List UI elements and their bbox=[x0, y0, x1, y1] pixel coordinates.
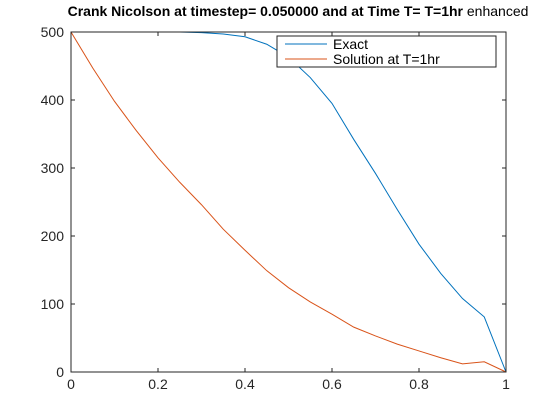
chart-title: Crank Nicolson at timestep= 0.050000 and… bbox=[68, 3, 529, 19]
y-tick-label: 200 bbox=[41, 228, 65, 244]
legend-box bbox=[276, 35, 497, 68]
x-tick-label: 0 bbox=[67, 376, 75, 392]
y-tick-label: 400 bbox=[41, 92, 65, 108]
y-tick-label: 500 bbox=[41, 24, 65, 40]
plot-background bbox=[71, 32, 506, 372]
axes-box bbox=[70, 31, 507, 373]
x-tick-label: 1 bbox=[502, 376, 510, 392]
chart-title-bold: Crank Nicolson at timestep= 0.050000 and… bbox=[68, 3, 464, 19]
series-line-solution bbox=[70, 31, 507, 373]
x-tick-label: 0.4 bbox=[235, 376, 255, 392]
x-tick-label: 0.2 bbox=[148, 376, 168, 392]
x-tick-label: 0.6 bbox=[322, 376, 342, 392]
y-tick-label: 0 bbox=[56, 364, 64, 380]
y-tick-label: 100 bbox=[41, 296, 65, 312]
legend-label-solution: Solution at T=1hr bbox=[333, 51, 440, 67]
x-tick-label: 0.8 bbox=[409, 376, 429, 392]
legend-label-exact: Exact bbox=[333, 36, 368, 52]
axes-layer: 0 0.2 0.4 0.6 0.8 1 0 100 200 300 400 500 bbox=[41, 24, 510, 392]
chart-title-suffix: enhanced bbox=[463, 3, 528, 19]
plot-area bbox=[71, 32, 506, 372]
y-tick-label: 300 bbox=[41, 160, 65, 176]
